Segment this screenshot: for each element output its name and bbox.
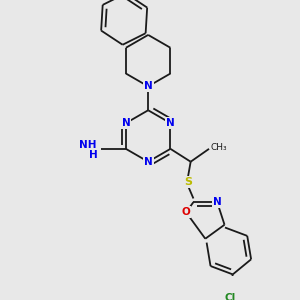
Text: H: H: [88, 150, 98, 160]
Text: S: S: [184, 177, 192, 187]
Text: N: N: [144, 81, 152, 92]
Text: N: N: [122, 118, 130, 128]
Text: Cl: Cl: [224, 293, 236, 300]
Text: N: N: [144, 157, 152, 167]
Text: O: O: [182, 207, 190, 217]
Text: N: N: [213, 197, 222, 207]
Text: CH₃: CH₃: [211, 143, 227, 152]
Text: N: N: [166, 118, 175, 128]
Text: NH: NH: [79, 140, 97, 150]
